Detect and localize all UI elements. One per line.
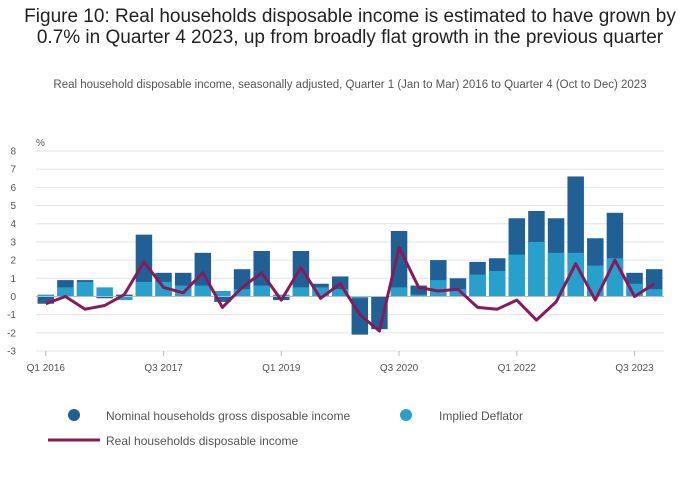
nominal-bar	[292, 251, 310, 297]
deflator-bar	[390, 287, 408, 297]
deflator-bar	[488, 271, 506, 297]
x-tick-label: Q3 2020	[380, 363, 419, 374]
y-tick-label: 7	[10, 165, 16, 176]
y-tick-label: 6	[10, 183, 16, 194]
y-tick-label: -1	[7, 310, 16, 321]
deflator-bar	[449, 289, 467, 297]
deflator-bar	[567, 252, 584, 297]
deflator-bar	[410, 294, 427, 297]
deflator-bar	[331, 289, 349, 297]
nominal-bar	[410, 285, 427, 297]
y-tick-label: 5	[10, 201, 16, 212]
nominal-bar	[371, 296, 388, 330]
y-tick-label: 3	[10, 237, 16, 248]
deflator-bar	[430, 280, 447, 297]
deflator-bar	[273, 294, 290, 297]
deflator-bar	[194, 285, 212, 297]
deflator-bar	[37, 294, 55, 297]
y-tick-label: 0	[10, 292, 16, 303]
deflator-bar	[528, 241, 545, 297]
deflator-bar	[547, 252, 565, 297]
deflator-bar	[96, 287, 113, 297]
deflator-bar	[116, 296, 133, 301]
deflator-bar	[57, 287, 74, 297]
deflator-bar	[135, 281, 153, 297]
x-tick-label: Q1 2016	[27, 363, 66, 374]
deflator-bar	[469, 274, 486, 297]
y-axis-ticks: -3 -2 -1 0 1 2 3 4 5 6 7 8	[7, 147, 16, 358]
x-tick-label: Q1 2019	[262, 363, 301, 374]
nominal-bar	[214, 296, 231, 302]
nominal-bar	[37, 296, 55, 304]
deflator-bar	[508, 254, 526, 297]
y-tick-label: 1	[10, 274, 16, 285]
legend-marker-deflator	[400, 409, 412, 421]
legend-label-deflator: Implied Deflator	[439, 409, 523, 423]
real-income-line	[45, 245, 656, 333]
x-tick-label: Q3 2023	[615, 363, 654, 374]
deflator-bar	[645, 289, 663, 297]
chart-subtitle: Real household disposable income, season…	[53, 79, 647, 91]
nominal-bar	[390, 231, 408, 297]
chart-title: Figure 10: Real households disposable in…	[24, 6, 676, 48]
legend-label-nominal: Nominal households gross disposable inco…	[106, 409, 350, 423]
y-axis-unit-label: %	[36, 138, 45, 149]
legend-label-real: Real households disposable income	[106, 434, 298, 448]
y-tick-label: 2	[10, 256, 16, 267]
deflator-bar	[76, 281, 94, 297]
deflator-bar	[292, 287, 310, 297]
deflator-bar	[351, 296, 369, 299]
x-axis-ticks: Q1 2016 Q3 2017 Q1 2019 Q3 2020 Q1 2022 Q3 20…	[27, 351, 654, 374]
nominal-bar	[135, 234, 153, 297]
y-tick-label: -3	[7, 347, 16, 358]
deflator-bar	[155, 281, 172, 297]
x-tick-label: Q3 2017	[144, 363, 183, 374]
legend: Nominal households gross disposable inco…	[48, 409, 523, 448]
deflator-bar	[312, 287, 329, 297]
legend-marker-nominal	[68, 409, 80, 421]
nominal-bar	[96, 296, 113, 299]
x-tick-label: Q1 2022	[498, 363, 537, 374]
y-tick-label: 4	[10, 219, 16, 230]
y-tick-label: 8	[10, 147, 16, 158]
deflator-bar	[606, 258, 624, 297]
y-tick-label: -2	[7, 328, 16, 339]
deflator-bar	[214, 291, 231, 297]
deflator-bar	[253, 285, 270, 297]
deflator-bar	[233, 289, 251, 297]
